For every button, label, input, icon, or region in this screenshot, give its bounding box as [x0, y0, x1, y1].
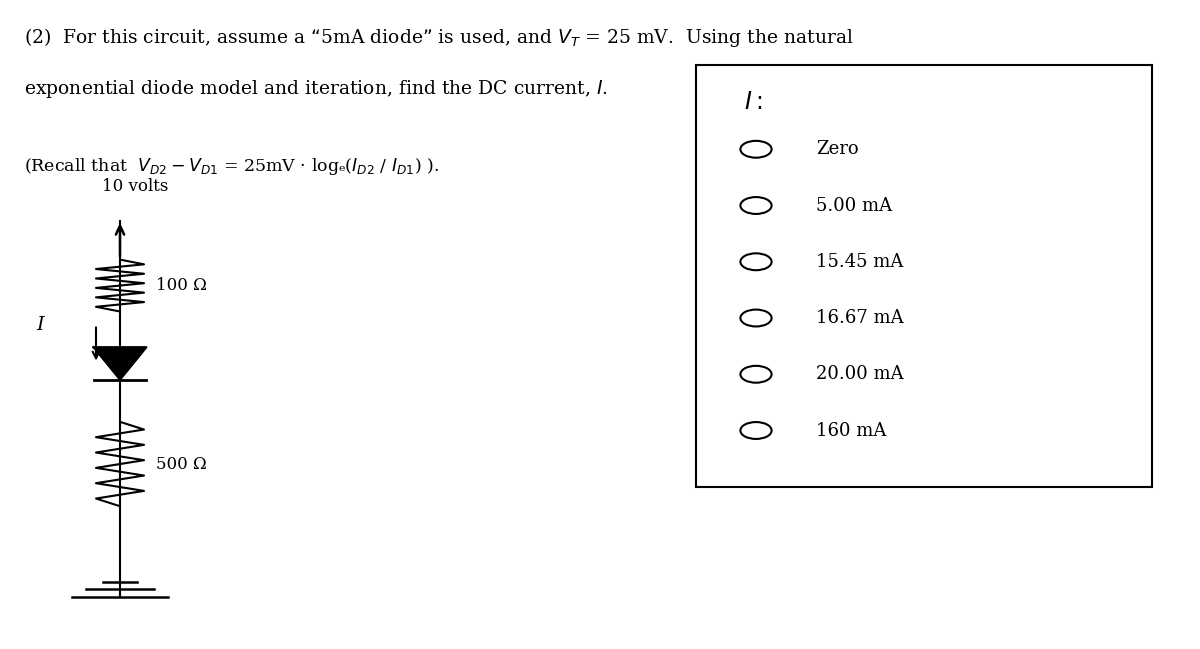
Text: I: I	[36, 315, 43, 334]
Text: 100 Ω: 100 Ω	[156, 277, 206, 294]
Text: 160 mA: 160 mA	[816, 421, 887, 439]
Text: Zero: Zero	[816, 140, 859, 158]
Text: exponential diode model and iteration, find the DC current, $I$.: exponential diode model and iteration, f…	[24, 78, 608, 100]
Text: (Recall that  $V_{D2} - V_{D1}$ = 25mV · logₑ($I_{D2}$ / $I_{D1}$) ).: (Recall that $V_{D2} - V_{D1}$ = 25mV · …	[24, 156, 439, 177]
Polygon shape	[94, 347, 146, 380]
Text: 16.67 mA: 16.67 mA	[816, 309, 904, 327]
Text: 5.00 mA: 5.00 mA	[816, 197, 892, 215]
Text: 15.45 mA: 15.45 mA	[816, 252, 904, 271]
Text: $I:$: $I:$	[744, 91, 763, 114]
FancyBboxPatch shape	[696, 65, 1152, 487]
Text: (2)  For this circuit, assume a “5mA diode” is used, and $V_T$ = 25 mV.  Using t: (2) For this circuit, assume a “5mA diod…	[24, 26, 854, 49]
Text: 20.00 mA: 20.00 mA	[816, 365, 904, 384]
Text: 10 volts: 10 volts	[102, 178, 168, 195]
Text: 500 Ω: 500 Ω	[156, 456, 206, 472]
